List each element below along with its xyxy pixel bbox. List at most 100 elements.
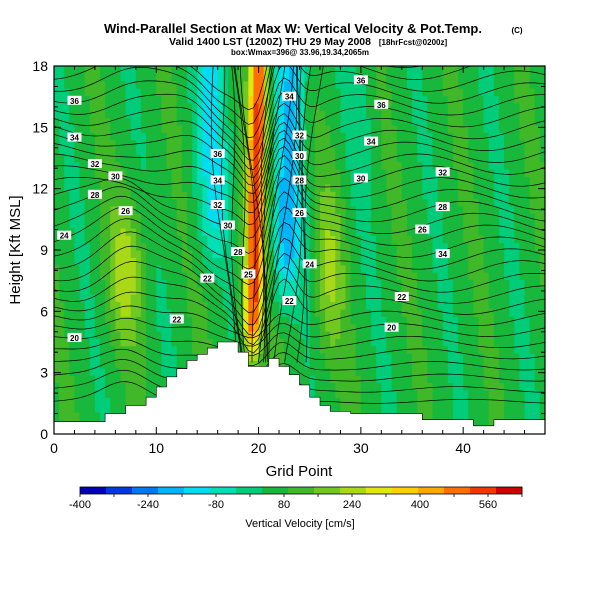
- field-cell: [289, 272, 295, 281]
- field-cell: [381, 316, 388, 325]
- field-cell: [381, 338, 388, 347]
- field-cell: [473, 213, 480, 222]
- field-cell: [519, 308, 526, 317]
- field-cell: [248, 110, 255, 119]
- field-cell: [365, 330, 372, 339]
- field-cell: [156, 176, 162, 185]
- field-cell: [504, 88, 510, 97]
- field-cell: [478, 88, 485, 97]
- field-cell: [238, 279, 244, 288]
- field-cell: [529, 375, 536, 384]
- field-cell: [355, 404, 362, 413]
- field-cell: [115, 404, 122, 413]
- field-cell: [304, 272, 311, 281]
- field-cell: [74, 397, 81, 406]
- field-cell: [488, 382, 495, 391]
- field-cell: [401, 110, 408, 119]
- field-cell: [381, 235, 388, 244]
- field-cell: [452, 264, 459, 273]
- field-cell: [207, 338, 214, 347]
- field-cell: [181, 198, 188, 207]
- field-cell: [309, 360, 316, 369]
- field-cell: [94, 316, 101, 325]
- field-cell: [105, 257, 111, 266]
- field-cell: [371, 367, 377, 376]
- field-cell: [442, 73, 449, 82]
- field-cell: [432, 397, 439, 406]
- field-cell: [524, 353, 531, 361]
- field-cell: [360, 316, 367, 325]
- field-cell: [401, 66, 408, 74]
- field-cell: [181, 124, 188, 133]
- field-cell: [59, 139, 65, 148]
- field-cell: [422, 242, 428, 251]
- field-cell: [54, 242, 60, 251]
- field-cell: [130, 191, 137, 200]
- field-cell: [452, 110, 459, 119]
- field-cell: [217, 191, 224, 200]
- field-cell: [519, 235, 526, 244]
- field-cell: [130, 235, 137, 244]
- field-cell: [396, 176, 403, 185]
- field-cell: [207, 220, 214, 229]
- field-cell: [84, 102, 91, 111]
- field-cell: [284, 169, 290, 177]
- field-cell: [509, 169, 515, 177]
- field-cell: [217, 95, 224, 104]
- field-cell: [54, 66, 60, 74]
- field-cell: [289, 73, 295, 82]
- field-cell: [217, 316, 224, 325]
- field-cell: [309, 345, 316, 354]
- field-cell: [238, 183, 244, 192]
- field-cell: [84, 176, 91, 185]
- field-cell: [268, 294, 275, 303]
- field-cell: [514, 146, 521, 155]
- field-cell: [504, 161, 510, 170]
- field-cell: [432, 102, 439, 111]
- field-cell: [258, 88, 265, 97]
- field-cell: [319, 95, 326, 104]
- field-cell: [64, 375, 70, 384]
- field-cell: [140, 198, 147, 207]
- field-cell: [478, 330, 485, 339]
- field-cell: [192, 66, 198, 74]
- field-cell: [447, 397, 454, 406]
- field-cell: [176, 286, 183, 295]
- field-cell: [89, 264, 96, 273]
- field-cell: [325, 154, 331, 163]
- field-cell: [524, 367, 531, 376]
- field-cell: [110, 242, 116, 251]
- field-cell: [340, 257, 347, 266]
- field-cell: [217, 88, 224, 97]
- field-cell: [325, 191, 331, 200]
- field-cell: [146, 169, 152, 177]
- field-cell: [309, 382, 316, 391]
- field-cell: [319, 389, 326, 398]
- field-cell: [524, 227, 531, 236]
- field-cell: [427, 124, 434, 133]
- field-cell: [381, 117, 388, 126]
- field-cell: [69, 389, 76, 398]
- field-cell: [330, 191, 336, 200]
- field-cell: [345, 330, 352, 339]
- field-cell: [365, 389, 372, 398]
- field-cell: [529, 308, 536, 317]
- field-cell: [125, 66, 132, 74]
- field-cell: [498, 316, 505, 325]
- field-cell: [447, 169, 454, 177]
- field-cell: [289, 227, 295, 236]
- field-cell: [529, 169, 536, 177]
- field-cell: [146, 330, 152, 339]
- field-cell: [401, 154, 408, 163]
- field-cell: [381, 80, 388, 89]
- field-cell: [222, 80, 229, 89]
- field-cell: [350, 169, 357, 177]
- field-cell: [314, 220, 321, 229]
- field-cell: [166, 154, 173, 163]
- field-cell: [371, 73, 377, 82]
- field-cell: [447, 330, 454, 339]
- field-cell: [233, 95, 239, 104]
- field-cell: [509, 220, 515, 229]
- field-cell: [509, 301, 515, 310]
- field-cell: [294, 227, 301, 236]
